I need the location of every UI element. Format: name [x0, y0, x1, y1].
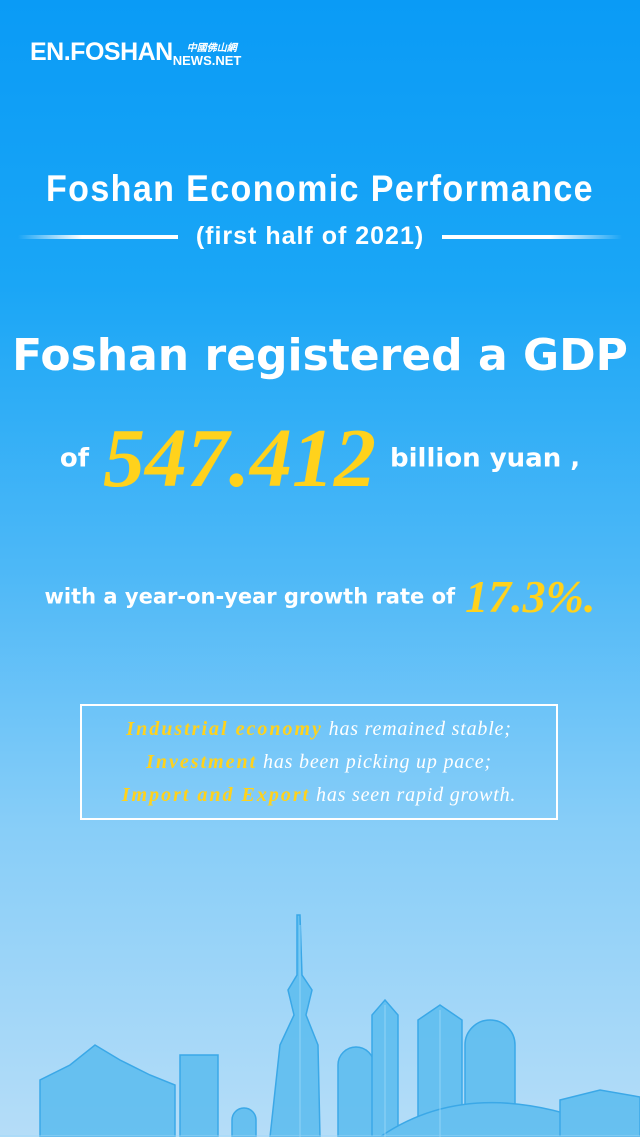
logo-en: EN.FOSHAN	[30, 38, 173, 66]
highlight-key: Industrial economy	[126, 717, 323, 740]
highlight-text: has seen rapid growth.	[310, 783, 517, 806]
growth-text: with a year-on-year growth rate of	[44, 584, 456, 609]
highlight-text: has remained stable;	[322, 717, 512, 740]
subtitle-row: (first half of 2021)	[0, 222, 640, 251]
page-title: Foshan Economic Performance	[45, 168, 595, 209]
growth-value: 17.3%.	[465, 571, 596, 622]
highlights-box: Industrial economy has remained stable; …	[80, 704, 558, 820]
logo-net: NEWS.NET	[172, 53, 242, 68]
divider-left	[17, 234, 178, 239]
highlight-item: Industrial economy has remained stable;	[126, 713, 511, 746]
highlight-item: Import and Export has seen rapid growth.	[122, 779, 516, 812]
highlight-text: has been picking up pace;	[257, 750, 492, 773]
subtitle: (first half of 2021)	[195, 222, 425, 250]
highlight-item: Investment has been picking up pace;	[146, 746, 492, 779]
gdp-value-line: of 547.412 billion yuan ,	[0, 410, 640, 507]
logo: EN.FOSHAN 中國佛山網 NEWS.NET	[30, 38, 241, 67]
gdp-line: Foshan registered a GDP	[12, 330, 628, 381]
growth-line: with a year-on-year growth rate of 17.3%.	[0, 570, 640, 623]
gdp-value: 547.412	[103, 412, 377, 505]
city-skyline-illustration	[0, 914, 640, 1137]
gdp-prefix: of	[59, 443, 90, 474]
gdp-suffix: billion yuan ,	[390, 443, 581, 474]
highlight-key: Import and Export	[121, 783, 311, 806]
divider-right	[442, 234, 623, 239]
highlight-key: Investment	[146, 750, 258, 773]
logo-cn: 中國佛山網	[186, 43, 237, 54]
